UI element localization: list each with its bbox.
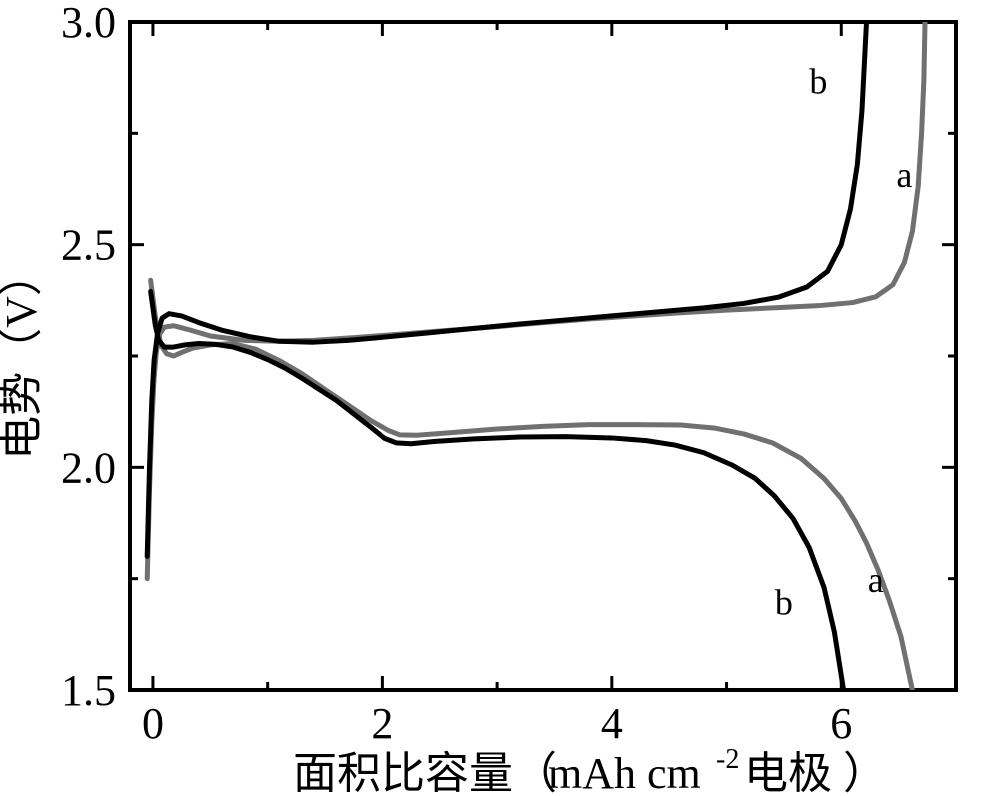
- x-tick-label: 6: [830, 699, 852, 748]
- curve-a_charge: [147, 22, 925, 579]
- series-label-a: a: [896, 155, 912, 195]
- x-tick-label: 4: [601, 699, 623, 748]
- chart-container: 0 2 4 6 1.5 2.0 2.5 3.0 b a a b 电势（V） 面积比容量（ mAh …: [0, 0, 1000, 796]
- y-axis-ticks: 1.5 2.0 2.5 3.0: [61, 0, 956, 715]
- x-axis-title: 面积比容量（ mAh cm -2 电极 ）: [293, 744, 887, 796]
- y-tick-label: 2.0: [61, 443, 116, 492]
- series-label-b: b: [775, 582, 793, 622]
- chart-svg: 0 2 4 6 1.5 2.0 2.5 3.0 b a a b 电势（V） 面积比容量（ mAh …: [0, 0, 1000, 796]
- x-axis-title-part1: 面积比容量（: [293, 749, 557, 796]
- y-tick-label: 3.0: [61, 0, 116, 47]
- series-label-b: b: [809, 61, 827, 101]
- annotations-group: b a a b: [775, 61, 912, 622]
- curves-group: [147, 22, 925, 690]
- series-label-a: a: [868, 560, 884, 600]
- x-axis-title-unit: mAh cm: [548, 749, 701, 796]
- curve-b_charge: [147, 22, 866, 556]
- x-axis-title-tail: 电极 ）: [744, 749, 887, 796]
- x-tick-label: 2: [371, 699, 393, 748]
- y-tick-label: 1.5: [61, 666, 116, 715]
- y-axis-title: 电势（V）: [0, 252, 46, 460]
- x-tick-label: 0: [142, 699, 164, 748]
- y-tick-label: 2.5: [61, 221, 116, 270]
- x-axis-title-sup: -2: [716, 744, 739, 775]
